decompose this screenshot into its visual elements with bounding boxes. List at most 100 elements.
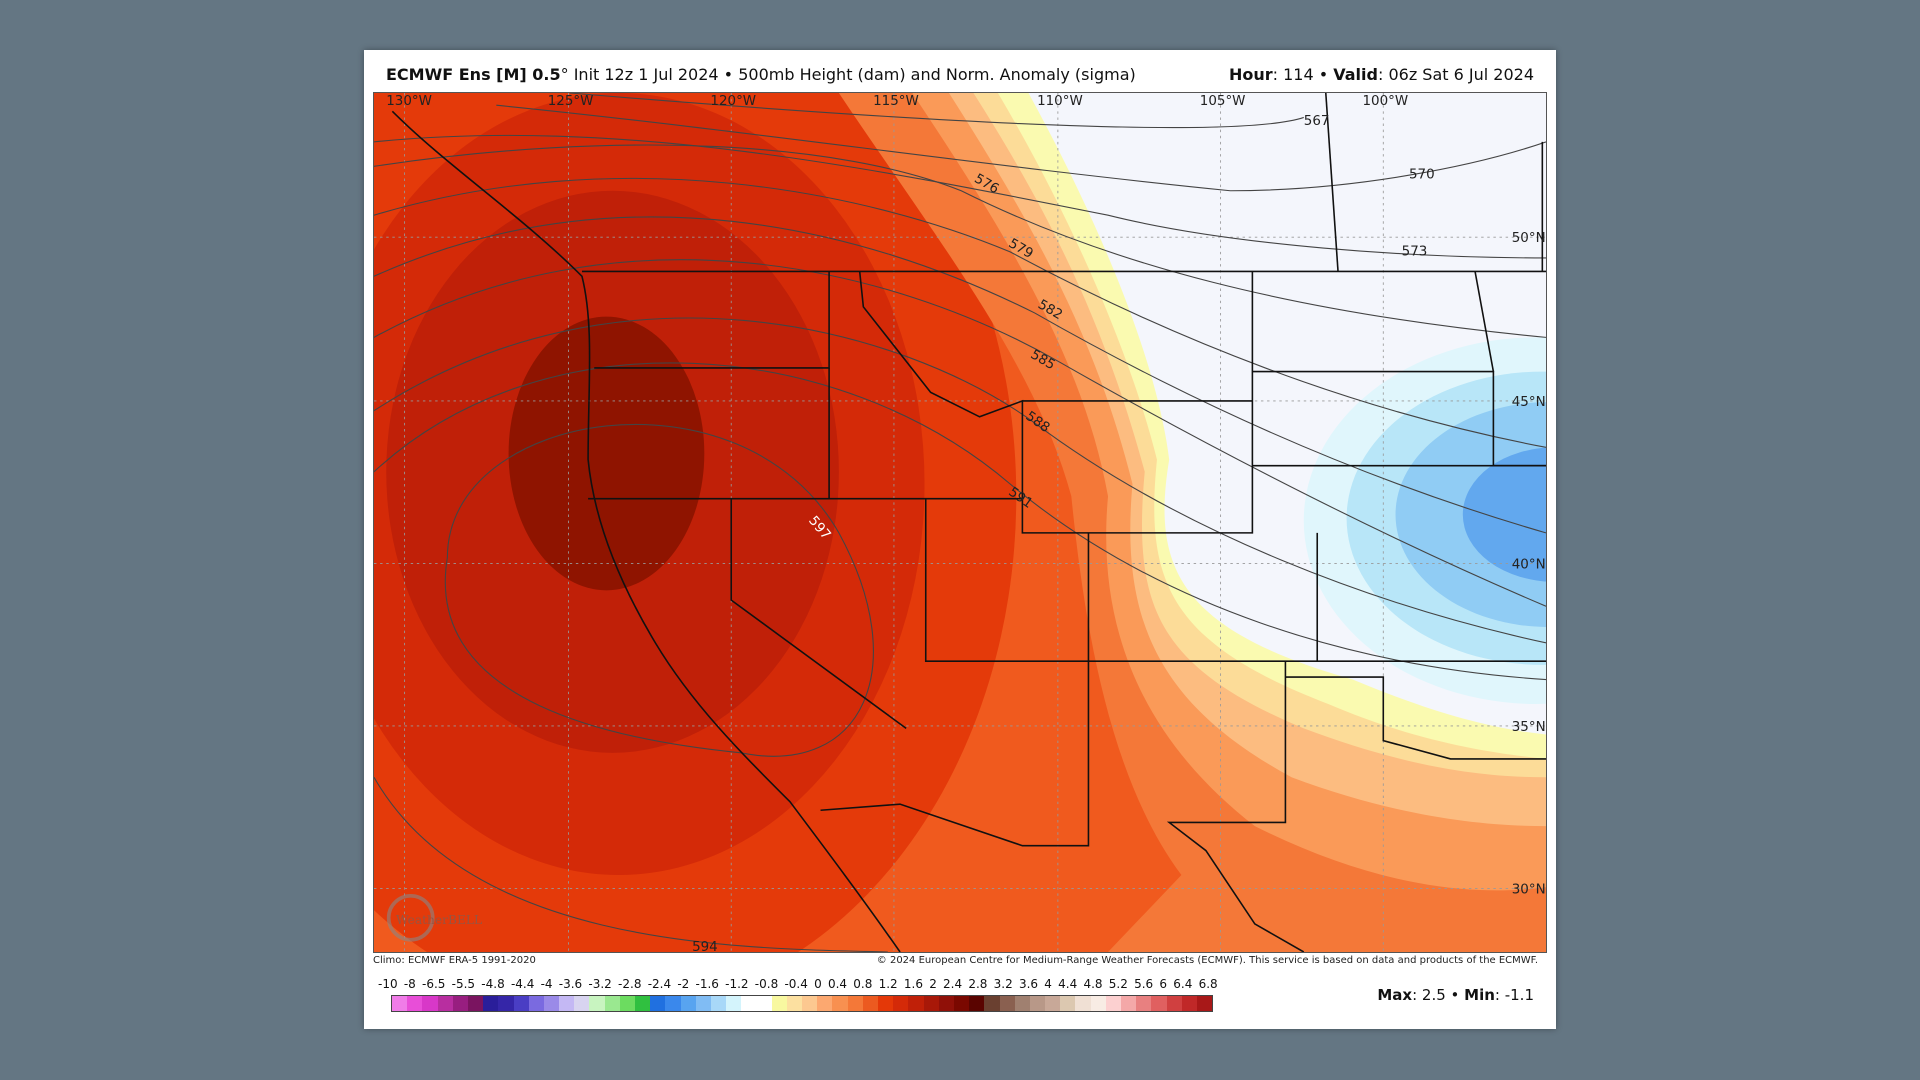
latitude-labels: 50°N 45°N 40°N 35°N 30°N <box>1512 231 1546 897</box>
map-panel: ECMWF Ens [M] 0.5° Init 12z 1 Jul 2024 •… <box>364 50 1556 1029</box>
svg-text:100°W: 100°W <box>1362 94 1408 109</box>
colorbar-labels: -10 -8 -6.5 -5.5 -4.8 -4.4 -4 -3.6 -3.2 -2.8 -2.4-… <box>378 977 1218 991</box>
colorbar-tick-label: 1.2 <box>878 977 898 991</box>
max-min-stats: Max: 2.5 • Min: -1.1 <box>1377 986 1534 1004</box>
svg-text:125°W: 125°W <box>548 94 594 109</box>
climo-note: Climo: ECMWF ERA-5 1991-2020 <box>373 955 536 966</box>
negative-anomaly <box>1462 447 1546 582</box>
colorbar-swatch <box>392 996 408 1011</box>
colorbar-swatch <box>847 996 863 1011</box>
svg-text:115°W: 115°W <box>873 94 919 109</box>
colorbar-swatch <box>1045 996 1061 1011</box>
colorbar-tick-label: 2.4 <box>943 977 963 991</box>
colorbar-tick-label: -3.2 <box>588 977 612 991</box>
colorbar-tick-label: -1.2 <box>725 977 749 991</box>
svg-text:567: 567 <box>1304 114 1330 129</box>
colorbar-swatch <box>680 996 696 1011</box>
colorbar-tick-label: -8 <box>403 977 416 991</box>
colorbar <box>391 995 1213 1012</box>
colorbar-tick-label: 0 <box>814 977 822 991</box>
svg-text:40°N: 40°N <box>1512 557 1546 572</box>
colorbar-swatch <box>908 996 924 1011</box>
colorbar-swatch <box>938 996 954 1011</box>
height-contours <box>374 93 1546 952</box>
colorbar-swatch <box>1014 996 1030 1011</box>
coastline <box>391 110 901 952</box>
colorbar-tick-label: -2 <box>677 977 690 991</box>
colorbar-swatch <box>771 996 787 1011</box>
state-borders <box>391 93 1546 952</box>
colorbar-swatch <box>802 996 818 1011</box>
colorbar-swatch <box>1136 996 1152 1011</box>
colorbar-swatch <box>786 996 803 1011</box>
colorbar-tick-label: -0.8 <box>754 977 779 991</box>
svg-text:110°W: 110°W <box>1037 94 1083 109</box>
map-title: ECMWF Ens [M] 0.5° Init 12z 1 Jul 2024 •… <box>386 65 1136 84</box>
svg-text:570: 570 <box>1409 168 1435 183</box>
colorbar-swatch <box>756 996 772 1011</box>
anomaly-max-region <box>508 316 705 591</box>
colorbar-tick-label: 1.6 <box>903 977 923 991</box>
colorbar-swatch <box>1196 996 1213 1011</box>
colorbar-swatch <box>1151 996 1167 1011</box>
colorbar-swatch <box>726 996 742 1011</box>
colorbar-tick-label: -2.4 <box>647 977 672 991</box>
colorbar-tick-label: -2.8 <box>618 977 642 991</box>
colorbar-swatch <box>498 996 514 1011</box>
colorbar-swatch <box>1029 996 1046 1011</box>
colorbar-tick-label: 3.6 <box>1018 977 1039 991</box>
colorbar-swatch <box>1181 996 1197 1011</box>
colorbar-swatch <box>969 996 985 1011</box>
valid-time: Hour: 114 • Valid: 06z Sat 6 Jul 2024 <box>1228 65 1534 84</box>
svg-text:50°N: 50°N <box>1512 231 1546 246</box>
colorbar-swatch <box>695 996 711 1011</box>
colorbar-swatch <box>619 996 635 1011</box>
colorbar-tick-label: 2.8 <box>968 977 988 991</box>
svg-text:120°W: 120°W <box>710 94 756 109</box>
colorbar-swatch <box>635 996 651 1011</box>
colorbar-swatch <box>832 996 848 1011</box>
colorbar-swatch <box>559 996 575 1011</box>
colorbar-swatch <box>1075 996 1091 1011</box>
colorbar-swatch <box>604 996 620 1011</box>
colorbar-tick-label: 0.8 <box>853 977 873 991</box>
colorbar-tick-label: -0.4 <box>784 977 808 991</box>
colorbar-swatch <box>513 996 529 1011</box>
colorbar-swatch <box>422 996 438 1011</box>
colorbar-swatch <box>483 996 499 1011</box>
svg-text:594: 594 <box>692 940 718 952</box>
colorbar-swatch <box>1166 996 1182 1011</box>
svg-text:130°W: 130°W <box>386 94 432 109</box>
colorbar-swatch <box>893 996 909 1011</box>
colorbar-swatch <box>923 996 939 1011</box>
colorbar-swatch <box>710 996 727 1011</box>
svg-text:573: 573 <box>1402 245 1428 260</box>
colorbar-swatch <box>437 996 453 1011</box>
colorbar-tick-label: 5.2 <box>1108 977 1128 991</box>
colorbar-tick-label: -10 <box>378 977 398 991</box>
colorbar-swatch <box>665 996 681 1011</box>
copyright-note: © 2024 European Centre for Medium-Range … <box>876 955 1538 966</box>
colorbar-swatch <box>452 996 468 1011</box>
colorbar-tick-label: 4.8 <box>1083 977 1103 991</box>
weatherbell-logo: WeatherBELL <box>386 893 482 942</box>
colorbar-swatch <box>878 996 894 1011</box>
svg-text:30°N: 30°N <box>1512 882 1546 897</box>
colorbar-swatch <box>862 996 878 1011</box>
colorbar-tick-label: 3.2 <box>993 977 1013 991</box>
colorbar-swatch <box>407 996 423 1011</box>
colorbar-swatch <box>1105 996 1121 1011</box>
colorbar-tick-label: 5.6 <box>1134 977 1154 991</box>
colorbar-swatch <box>467 996 484 1011</box>
colorbar-tick-label: -4.4 <box>510 977 535 991</box>
colorbar-tick-label: 4 <box>1044 977 1052 991</box>
colorbar-tick-label: 6 <box>1159 977 1168 991</box>
svg-text:35°N: 35°N <box>1512 720 1546 735</box>
colorbar-tick-label: -6.5 <box>422 977 446 991</box>
svg-text:WeatherBELL: WeatherBELL <box>396 913 482 927</box>
svg-text:105°W: 105°W <box>1200 94 1246 109</box>
colorbar-swatch <box>1060 996 1076 1011</box>
colorbar-swatch <box>543 996 560 1011</box>
colorbar-swatch <box>984 996 1000 1011</box>
colorbar-tick-label: 4.4 <box>1058 977 1078 991</box>
